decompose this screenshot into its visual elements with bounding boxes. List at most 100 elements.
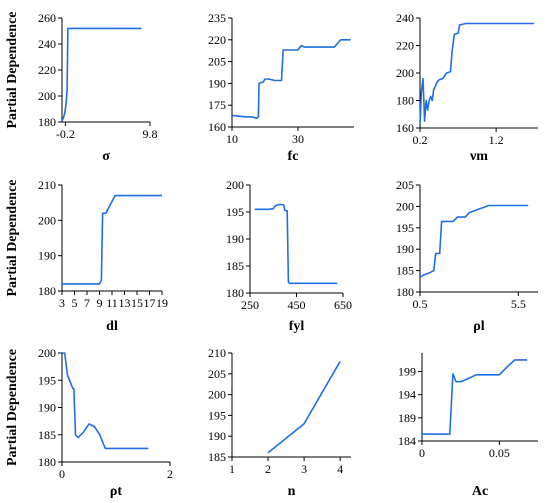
x-axis-label: ρl [473, 319, 484, 334]
y-axis-label: Partial Dependence [5, 11, 20, 128]
series-line [422, 359, 528, 435]
y-tick-label: 185 [208, 450, 226, 464]
x-tick-label: 11 [106, 296, 118, 310]
panel-4: 180 190 200 210 3 5 7 9 11 13 15 17 19 dl Partial Depe… [5, 178, 168, 334]
y-tick-label: 194 [398, 388, 416, 402]
y-tick-label: 200 [38, 89, 56, 103]
y-tick-label: 205 [208, 367, 226, 381]
y-tick-label: 175 [208, 98, 226, 112]
y-tick-label: 235 [208, 11, 226, 25]
x-tick-label: 4 [337, 462, 343, 476]
x-tick-label: 9.8 [143, 127, 158, 141]
x-axis-label: ρt [110, 484, 122, 499]
y-tick-label: 199 [398, 365, 416, 379]
x-axis-label: fyl [289, 319, 305, 334]
y-tick-label: 190 [208, 429, 226, 443]
y-tick-label: 205 [396, 178, 414, 192]
y-tick-label: 185 [226, 259, 244, 273]
series-line [419, 204, 529, 278]
series-line [231, 38, 351, 120]
y-tick-label: 195 [396, 221, 414, 235]
panel-1: 180 200 220 240 260 -0.2 9.8 σ Partial Dependenc… [5, 11, 158, 164]
y-tick-label: 190 [396, 242, 414, 256]
y-tick-label: 190 [208, 76, 226, 90]
x-tick-label: 1 [229, 462, 235, 476]
y-axis-label: Partial Dependence [5, 349, 20, 466]
y-tick-label: 210 [38, 178, 56, 192]
x-tick-label: 3 [59, 296, 65, 310]
x-axis-label: νm [469, 149, 488, 164]
y-tick-label: 184 [398, 434, 416, 448]
x-tick-label: 5.5 [511, 297, 526, 311]
y-tick-label: 200 [208, 388, 226, 402]
y-tick-label: 195 [208, 408, 226, 422]
y-tick-label: 185 [38, 428, 56, 442]
x-tick-label: 0 [419, 446, 425, 460]
x-tick-label: 5 [72, 296, 78, 310]
x-axis-label: σ [102, 149, 110, 164]
x-tick-label: 650 [334, 298, 352, 312]
x-axis-label: Ac [472, 484, 488, 499]
x-tick-label: 0.5 [413, 297, 428, 311]
y-tick-label: 195 [38, 373, 56, 387]
series-line [267, 360, 341, 454]
y-axis-label: Partial Dependence [5, 179, 20, 296]
y-tick-label: 189 [398, 411, 416, 425]
y-tick-label: 200 [396, 66, 414, 80]
x-tick-label: 3 [301, 462, 307, 476]
y-tick-label: 240 [396, 11, 414, 25]
series-line [419, 22, 535, 124]
x-tick-label: 15 [131, 296, 143, 310]
x-axis-label: n [288, 484, 296, 499]
x-axis-label: fc [288, 149, 299, 164]
series-line [61, 27, 142, 122]
y-tick-label: 210 [208, 346, 226, 360]
y-tick-label: 185 [396, 264, 414, 278]
x-tick-label: 17 [144, 296, 156, 310]
x-tick-label: 2 [265, 462, 271, 476]
y-tick-label: 220 [208, 33, 226, 47]
y-tick-label: 180 [396, 285, 414, 299]
panel-2: 160 175 190 205 220 235 10 30 fc [208, 11, 354, 164]
x-tick-label: 9 [97, 296, 103, 310]
y-tick-label: 180 [38, 115, 56, 129]
y-tick-label: 190 [226, 232, 244, 246]
y-tick-label: 200 [38, 213, 56, 227]
y-tick-label: 220 [396, 39, 414, 53]
y-tick-label: 260 [38, 11, 56, 25]
y-tick-label: 200 [38, 346, 56, 360]
panel-8: 185 190 195 200 205 210 1 2 3 4 n [208, 346, 351, 499]
x-tick-label: 0 [59, 467, 65, 481]
x-axis-label: dl [106, 319, 118, 334]
series-line [254, 203, 338, 285]
y-tick-label: 180 [38, 455, 56, 469]
panel-7: 180 185 190 195 200 0 2 ρt Partial Dependence [5, 346, 173, 499]
x-tick-label: 250 [241, 298, 259, 312]
x-tick-label: 2 [167, 467, 173, 481]
panel-5: 180 185 190 195 200 250 450 650 fyl [226, 178, 352, 334]
y-tick-label: 240 [38, 37, 56, 51]
y-tick-label: 205 [208, 55, 226, 69]
x-tick-label: 0.05 [489, 446, 510, 460]
y-tick-label: 180 [396, 94, 414, 108]
y-tick-label: 220 [38, 63, 56, 77]
y-tick-label: 200 [226, 178, 244, 192]
y-tick-label: 160 [208, 120, 226, 134]
panel-6: 180 185 190 195 200 205 0.5 5.5 ρl [396, 178, 538, 334]
x-tick-label: 19 [156, 296, 168, 310]
x-tick-label: 7 [84, 296, 90, 310]
y-tick-label: 190 [38, 401, 56, 415]
series-line [62, 194, 162, 285]
panel-9: 184 189 194 199 0 0.05 Ac [398, 353, 538, 499]
panel-3: 160 180 200 220 240 0.2 1.2νm [396, 11, 538, 164]
x-tick-label: 10 [226, 132, 238, 146]
x-tick-label: 0.2 [413, 133, 428, 147]
y-tick-label: 180 [226, 286, 244, 300]
y-tick-label: 190 [38, 249, 56, 263]
x-tick-label: -0.2 [56, 127, 75, 141]
x-tick-label: 13 [119, 296, 131, 310]
y-tick-label: 180 [38, 284, 56, 298]
y-tick-label: 195 [226, 205, 244, 219]
x-tick-label: 1.2 [489, 133, 504, 147]
